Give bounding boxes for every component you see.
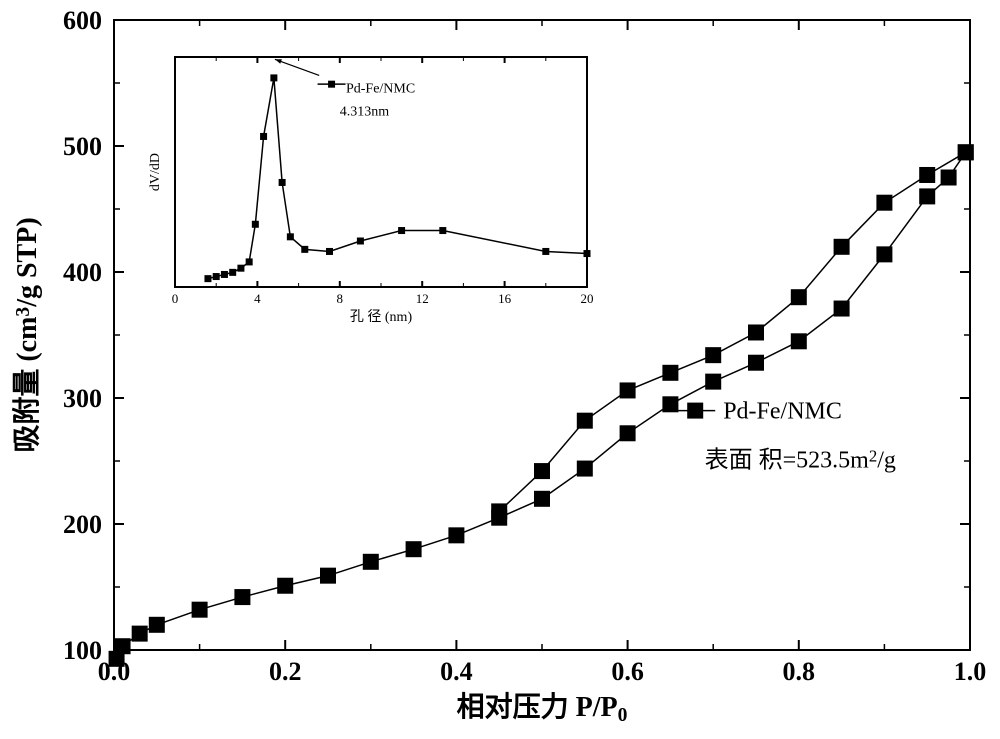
svg-text:1.0: 1.0 xyxy=(954,657,987,686)
legend-label: Pd-Fe/NMC xyxy=(723,399,842,425)
inset-series-label: Pd-Fe/NMC xyxy=(346,82,415,97)
svg-text:0.2: 0.2 xyxy=(269,657,302,686)
surface-area-annotation: 表面 积=523.5m2/g xyxy=(705,446,896,473)
svg-text:0.6: 0.6 xyxy=(611,657,644,686)
svg-text:600: 600 xyxy=(63,6,102,35)
svg-text:16: 16 xyxy=(498,291,512,306)
svg-text:12: 12 xyxy=(416,291,429,306)
svg-text:8: 8 xyxy=(337,291,344,306)
svg-text:300: 300 xyxy=(63,384,102,413)
inset-peak-label: 4.313nm xyxy=(340,105,390,120)
inset-y-title: dV/dD xyxy=(148,153,163,191)
svg-text:20: 20 xyxy=(581,291,594,306)
svg-text:500: 500 xyxy=(63,132,102,161)
svg-text:400: 400 xyxy=(63,258,102,287)
chart-svg: 0.00.20.40.60.81.0100200300400500600相对压力… xyxy=(0,0,1000,734)
svg-text:0: 0 xyxy=(172,291,179,306)
svg-text:吸附量 (cm3/g STP): 吸附量 (cm3/g STP) xyxy=(11,217,43,452)
svg-text:0.4: 0.4 xyxy=(440,657,473,686)
svg-text:200: 200 xyxy=(63,510,102,539)
chart-root: 0.00.20.40.60.81.0100200300400500600相对压力… xyxy=(0,0,1000,734)
svg-text:100: 100 xyxy=(63,636,102,665)
svg-text:0.8: 0.8 xyxy=(783,657,816,686)
svg-text:4: 4 xyxy=(254,291,261,306)
svg-text:相对压力 P/P0: 相对压力 P/P0 xyxy=(457,691,628,726)
inset-x-title: 孔 径 (nm) xyxy=(350,309,413,325)
